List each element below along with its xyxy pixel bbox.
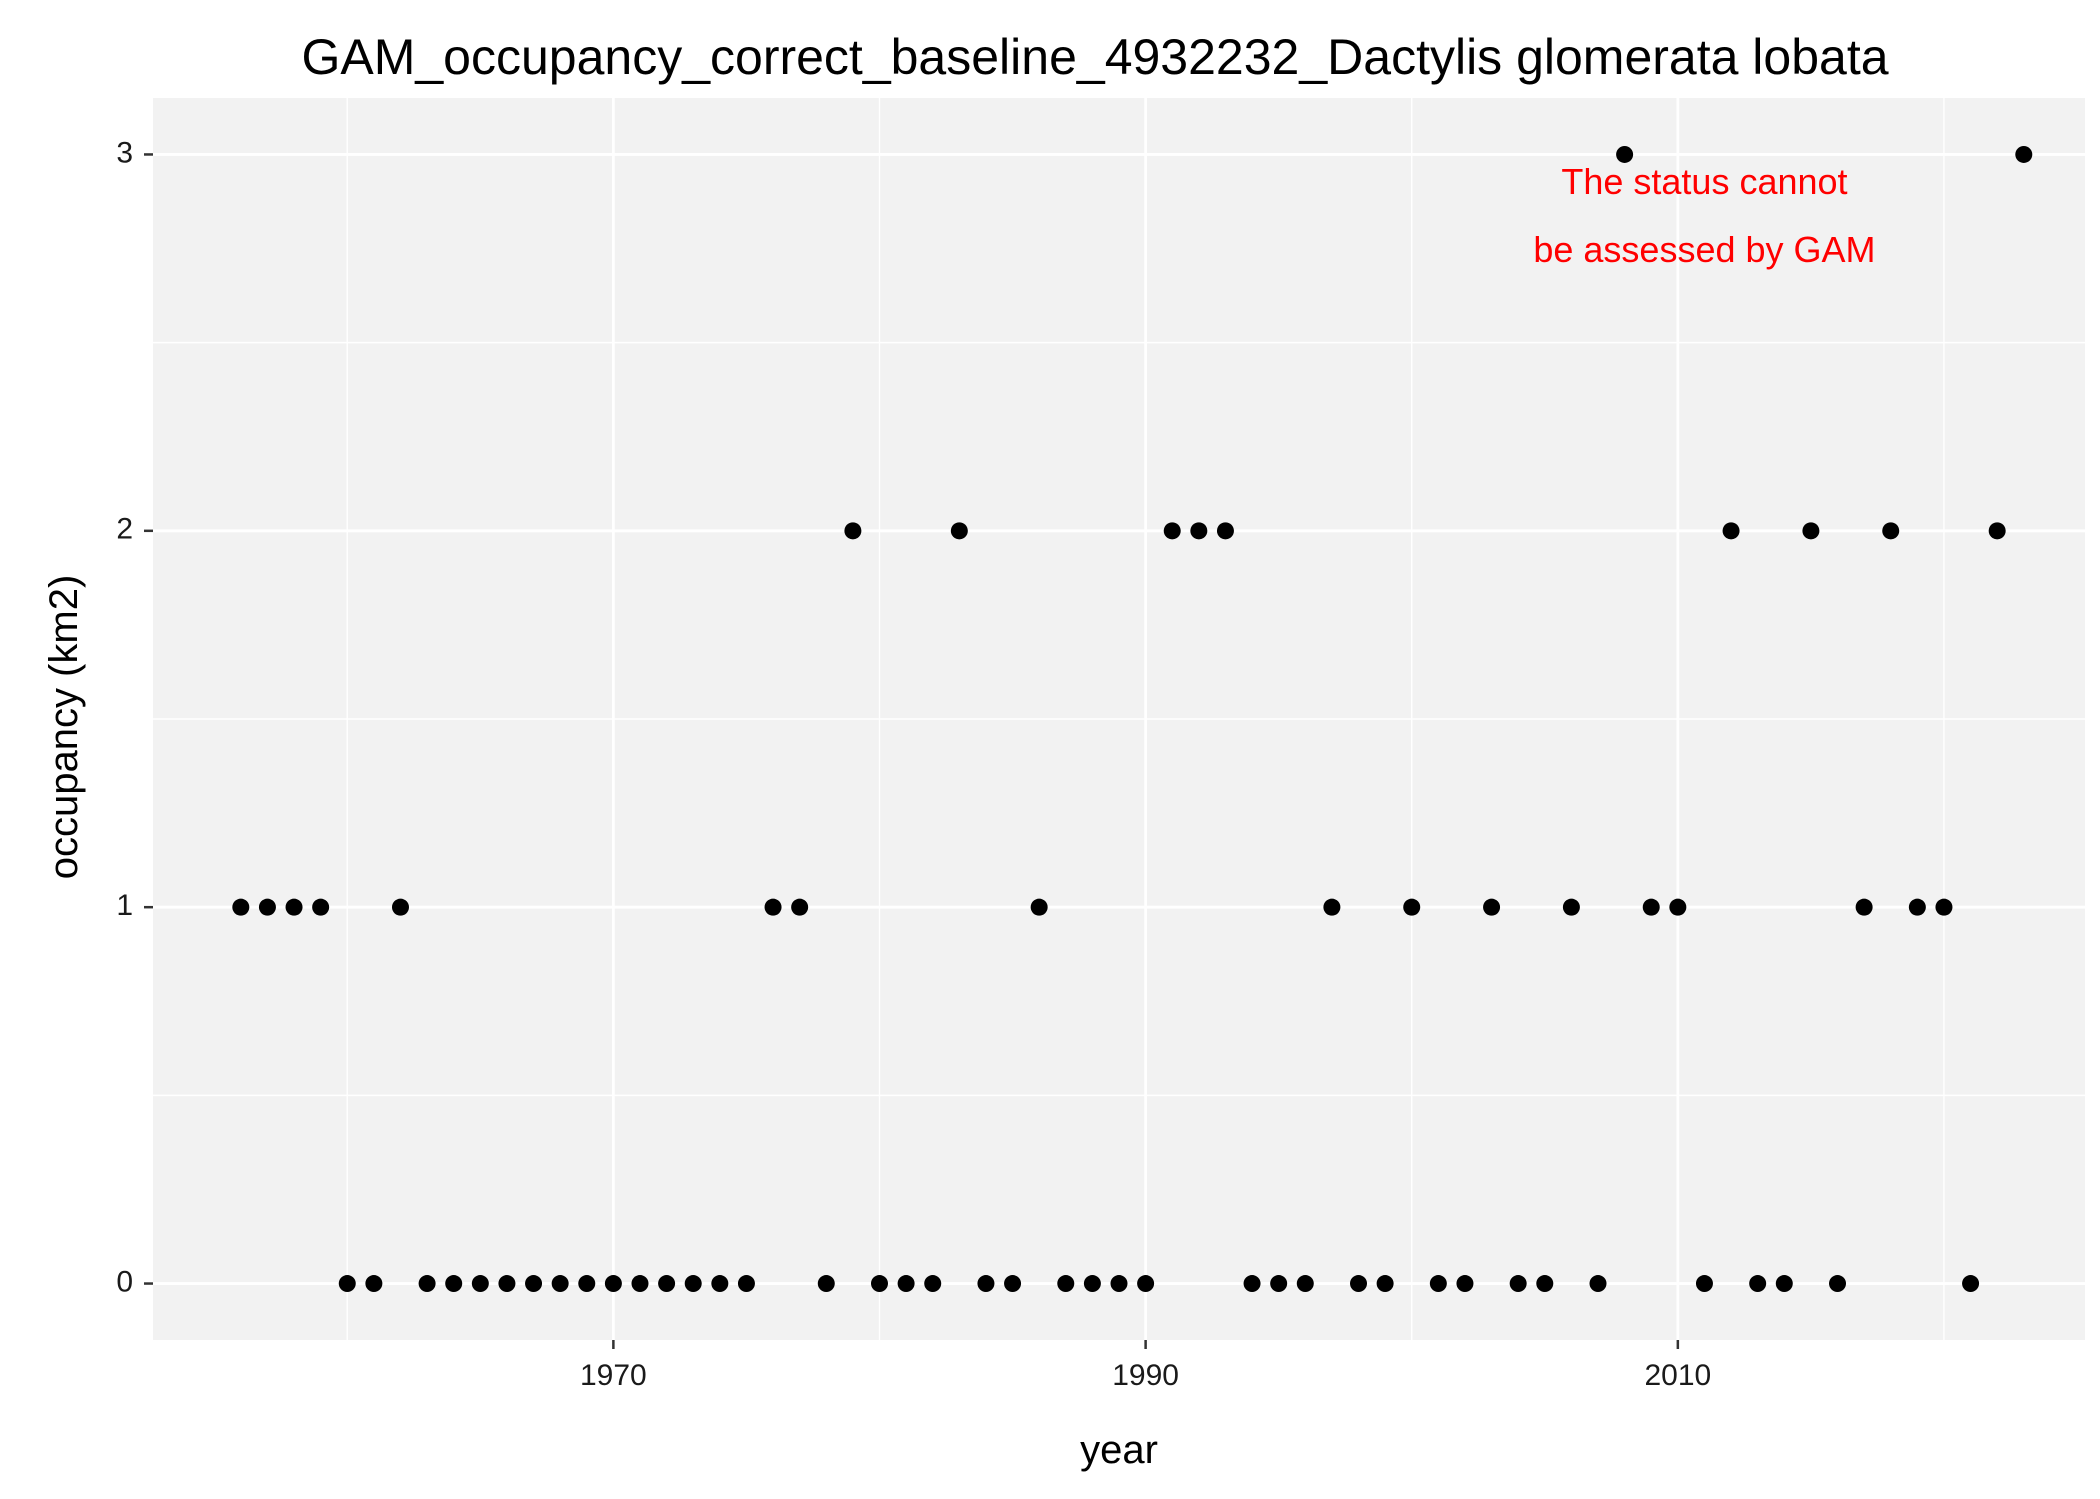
data-point [1669, 898, 1687, 916]
data-point [737, 1275, 755, 1293]
data-point [924, 1275, 942, 1293]
y-tick-label: 1 [116, 889, 133, 922]
data-point [551, 1275, 569, 1293]
data-point [578, 1275, 596, 1293]
x-tick-label: 1990 [1112, 1359, 1179, 1392]
y-axis: 0 1 2 3 [116, 136, 153, 1298]
data-point [1163, 522, 1181, 540]
data-point [1749, 1275, 1767, 1293]
data-point [1775, 1275, 1793, 1293]
data-point [844, 522, 862, 540]
data-point [1722, 522, 1740, 540]
data-points [232, 145, 2033, 1293]
data-point [1030, 898, 1048, 916]
x-axis-title: year [1080, 1428, 1158, 1472]
data-point [604, 1275, 622, 1293]
minor-gridlines [153, 98, 2085, 1340]
data-point [1456, 1275, 1474, 1293]
data-point [285, 898, 303, 916]
annotation-line: be assessed by GAM [1533, 229, 1875, 270]
data-point [391, 898, 409, 916]
data-point [1589, 1275, 1607, 1293]
data-point [684, 1275, 702, 1293]
data-point [1429, 1275, 1447, 1293]
data-point [1962, 1275, 1980, 1293]
y-tick-label: 0 [116, 1265, 133, 1298]
data-point [1882, 522, 1900, 540]
chart-title: GAM_occupancy_correct_baseline_4932232_D… [301, 29, 1888, 85]
data-point [817, 1275, 835, 1293]
data-point [1829, 1275, 1847, 1293]
data-point [1270, 1275, 1288, 1293]
data-point [1323, 898, 1341, 916]
data-point [338, 1275, 356, 1293]
data-point [471, 1275, 489, 1293]
y-axis-title: occupancy (km2) [42, 575, 86, 880]
data-point [1509, 1275, 1527, 1293]
data-point [1057, 1275, 1075, 1293]
data-point [525, 1275, 543, 1293]
data-point [764, 898, 782, 916]
data-point [1562, 898, 1580, 916]
data-point [950, 522, 968, 540]
data-point [1110, 1275, 1128, 1293]
data-point [1695, 1275, 1713, 1293]
data-point [1616, 145, 1634, 163]
data-point [1483, 898, 1501, 916]
data-point [1536, 1275, 1554, 1293]
data-point [1216, 522, 1234, 540]
data-point [1083, 1275, 1101, 1293]
data-point [1988, 522, 2006, 540]
data-point [1908, 898, 1926, 916]
data-point [445, 1275, 463, 1293]
data-point [232, 898, 250, 916]
data-point [1855, 898, 1873, 916]
data-point [1190, 522, 1208, 540]
data-point [1403, 898, 1421, 916]
data-point [1296, 1275, 1314, 1293]
data-point [1376, 1275, 1394, 1293]
y-tick-label: 2 [116, 513, 133, 546]
data-point [1802, 522, 1820, 540]
x-tick-label: 1970 [580, 1359, 647, 1392]
data-point [1350, 1275, 1368, 1293]
data-point [1137, 1275, 1155, 1293]
data-point [897, 1275, 915, 1293]
data-point [498, 1275, 516, 1293]
data-point [258, 898, 276, 916]
data-point [791, 898, 809, 916]
x-tick-label: 2010 [1644, 1359, 1711, 1392]
x-axis: 1970 1990 2010 [580, 1340, 1711, 1392]
data-point [312, 898, 330, 916]
data-point [977, 1275, 995, 1293]
data-point [418, 1275, 436, 1293]
data-point [1004, 1275, 1022, 1293]
data-point [631, 1275, 649, 1293]
data-point [711, 1275, 729, 1293]
annotation-line: The status cannot [1561, 161, 1847, 202]
y-tick-label: 3 [116, 136, 133, 169]
data-point [1243, 1275, 1261, 1293]
data-point [870, 1275, 888, 1293]
status-annotation: The status cannot be assessed by GAM [1533, 161, 1875, 270]
data-point [658, 1275, 676, 1293]
data-point [1642, 898, 1660, 916]
data-point [365, 1275, 383, 1293]
data-point [1935, 898, 1953, 916]
data-point [2015, 145, 2033, 163]
